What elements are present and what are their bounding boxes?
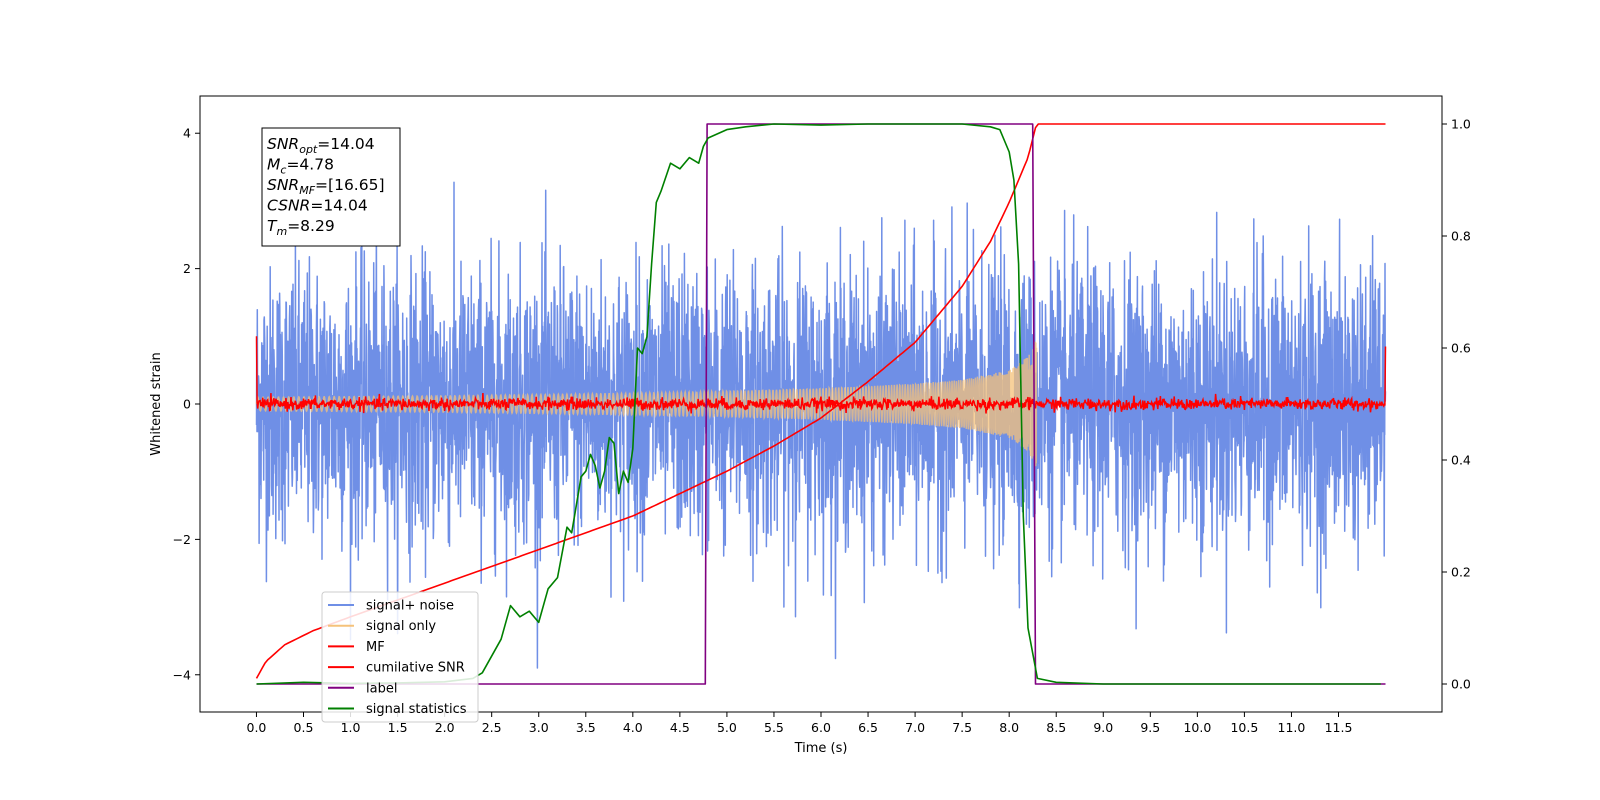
y-axis-right: 0.0 0.2 0.4 0.6 0.8 1.0 [1442,117,1471,692]
x-tick-label: 9.0 [1093,720,1113,735]
x-tick-label: 4.0 [623,720,643,735]
series-signal-statistics [256,123,1381,685]
stats-line: Mc=4.78 [267,156,334,177]
stats-symbol: SNR [267,176,299,194]
x-tick-label: 7.5 [952,720,972,735]
stats-box-frame [261,127,401,247]
y-left-tick-label: −4 [173,667,191,682]
legend-label: signal statistics [366,702,467,717]
stats-value: =[16.65] [315,176,384,194]
legend-label: MF [366,640,385,655]
x-axis: 0.0 0.5 1.0 1.5 2.0 2.5 3.0 3.5 4.0 4.5 5.0 5.5 6.0 6… [247,712,1353,735]
x-tick-label: 9.5 [1140,720,1160,735]
legend: signal+ noise signal only MF cumilative SNR… [321,591,479,723]
x-axis-label: Time (s) [794,741,848,756]
stats-line: SNRMF=[16.65] [267,176,385,197]
y-right-tick-label: 1.0 [1451,117,1471,132]
x-tick-label: 5.0 [717,720,737,735]
x-tick-label: 6.5 [858,720,878,735]
x-tick-label: 7.0 [905,720,925,735]
stats-subscript: MF [299,184,315,197]
x-tick-label: 1.5 [388,720,408,735]
stats-value: =8.29 [287,217,335,235]
x-tick-label: 2.5 [482,720,502,735]
stats-value: =4.78 [286,156,334,174]
x-tick-label: 10.5 [1230,720,1258,735]
x-tick-label: 5.5 [764,720,784,735]
y-left-tick-label: −2 [173,532,191,547]
series-mf [255,336,1387,414]
legend-label: label [366,681,397,696]
y-right-tick-label: 0.8 [1451,229,1471,244]
x-tick-label: 3.5 [576,720,596,735]
y-axis-left: −4 −2 0 2 4 [173,126,200,682]
stats-box: SNRopt=14.04Mc=4.78SNRMF=[16.65]CSNR=14.… [261,127,401,247]
stats-symbol: SNR [267,135,299,153]
legend-label: cumilative SNR [366,661,465,676]
y-left-tick-label: 2 [183,261,191,276]
x-tick-label: 11.0 [1278,720,1306,735]
x-tick-label: 3.0 [529,720,549,735]
x-tick-label: 2.0 [435,720,455,735]
legend-frame [321,591,479,723]
x-tick-label: 1.0 [341,720,361,735]
stats-line: Tm=8.29 [267,217,335,238]
stats-value: =14.04 [310,197,367,215]
series-signal-only [255,341,1038,467]
x-tick-label: 8.0 [999,720,1019,735]
y-left-tick-label: 4 [183,126,191,141]
legend-label: signal+ noise [366,599,454,614]
stats-value: =14.04 [317,135,374,153]
x-tick-label: 4.5 [670,720,690,735]
x-tick-label: 11.5 [1325,720,1353,735]
stats-symbol: T [267,217,278,235]
legend-label: signal only [366,619,436,634]
y-right-tick-label: 0.2 [1451,565,1471,580]
y-axis-label-left: Whitened strain [149,352,164,455]
x-tick-label: 0.5 [294,720,314,735]
y-left-tick-label: 0 [183,397,191,412]
x-tick-label: 10.0 [1183,720,1211,735]
y-right-tick-label: 0.6 [1451,341,1471,356]
stats-subscript: m [276,225,287,238]
plot-area [255,123,1387,685]
x-tick-label: 8.5 [1046,720,1066,735]
x-tick-label: 6.0 [811,720,831,735]
stats-subscript: c [280,164,286,177]
stats-line: SNRopt=14.04 [267,135,375,156]
stats-line: CSNR=14.04 [267,197,368,215]
stats-subscript: opt [299,143,318,156]
series-cumulative-snr [255,123,1386,679]
x-tick-label: 0.0 [247,720,267,735]
y-right-tick-label: 0.4 [1451,453,1471,468]
y-right-tick-label: 0.0 [1451,677,1471,692]
stats-symbol: M [267,156,280,174]
stats-symbol: CSNR [267,197,310,215]
